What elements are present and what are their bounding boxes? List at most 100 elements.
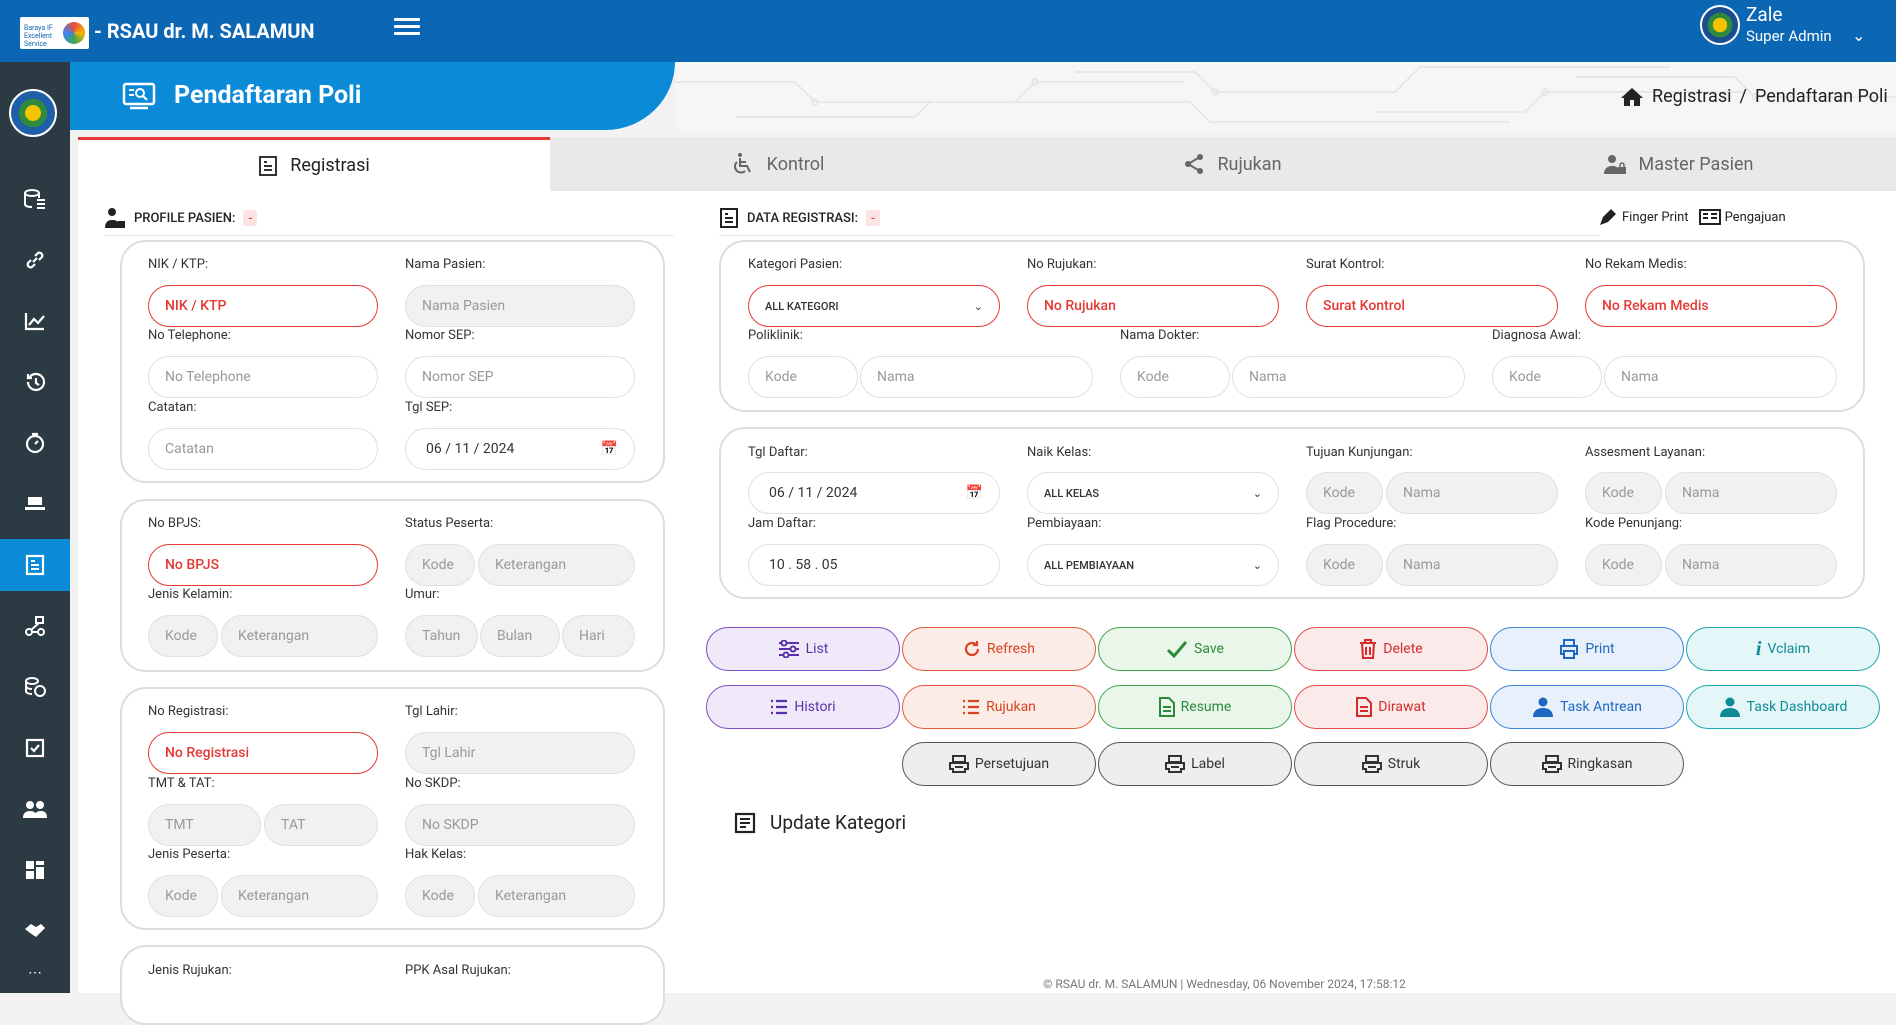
hk-kode-input[interactable]: Kode <box>405 875 475 917</box>
poli-kode-input[interactable]: Kode <box>748 356 858 398</box>
chevron-down-icon[interactable]: ⌄ <box>1852 26 1866 45</box>
assesment-nama-input[interactable]: Nama <box>1665 472 1837 514</box>
link-icon[interactable] <box>0 234 70 286</box>
user-name[interactable]: Zale <box>1746 3 1783 26</box>
logo-text: Baraya IF Excellent Service <box>24 24 53 48</box>
no-rujukan-input[interactable]: No Rujukan <box>1027 285 1279 327</box>
penunjang-kode-input[interactable]: Kode <box>1585 544 1662 586</box>
dokter-label: Nama Dokter: <box>1120 328 1200 343</box>
registration-icon[interactable] <box>0 539 70 591</box>
bed-icon[interactable] <box>0 478 70 530</box>
bpjs-input[interactable]: No BPJS <box>148 544 378 586</box>
pembiayaan-select[interactable]: ALL PEMBIAYAAN ⌄ <box>1027 544 1279 586</box>
noreg-input[interactable]: No Registrasi <box>148 732 378 774</box>
jp-kode-input[interactable]: Kode <box>148 875 218 917</box>
task-antrean-button[interactable]: Task Antrean <box>1490 685 1684 729</box>
flag-nama-input[interactable]: Nama <box>1386 544 1558 586</box>
diagnosa-kode-input[interactable]: Kode <box>1492 356 1602 398</box>
money-icon[interactable] <box>0 661 70 713</box>
finger-print-button[interactable]: Finger Print <box>1598 207 1689 227</box>
vclaim-button[interactable]: i Vclaim <box>1686 627 1880 671</box>
ringkasan-button[interactable]: Ringkasan <box>1490 742 1684 786</box>
printer-icon <box>1361 755 1382 773</box>
surat-kontrol-input[interactable]: Surat Kontrol <box>1306 285 1558 327</box>
print-button[interactable]: Print <box>1490 627 1684 671</box>
handshake-icon[interactable] <box>0 905 70 957</box>
tab-rujukan[interactable]: Rujukan <box>1005 137 1460 191</box>
assesment-kode-input[interactable]: Kode <box>1585 472 1662 514</box>
refresh-button[interactable]: Refresh <box>902 627 1096 671</box>
naik-kelas-select[interactable]: ALL KELAS ⌄ <box>1027 472 1279 514</box>
breadcrumb-registrasi[interactable]: Registrasi <box>1652 86 1732 107</box>
sep-input[interactable]: Nomor SEP <box>405 356 635 398</box>
umur-hari-input[interactable]: Hari <box>562 615 635 657</box>
user-lock-icon <box>105 208 125 228</box>
more-icon[interactable]: ⋯ <box>28 965 42 981</box>
label-button[interactable]: Label <box>1098 742 1292 786</box>
divider <box>104 235 674 236</box>
update-kategori[interactable]: Update Kategori <box>734 811 906 834</box>
jam-daftar-input[interactable]: 10 . 58 . 05 <box>748 544 1000 586</box>
resume-button[interactable]: Resume <box>1098 685 1292 729</box>
jk-keterangan-input[interactable]: Keterangan <box>221 615 378 657</box>
tujuan-nama-input[interactable]: Nama <box>1386 472 1558 514</box>
dokter-nama-input[interactable]: Nama <box>1232 356 1465 398</box>
list-button[interactable]: List <box>706 627 900 671</box>
tgl-sep-input[interactable]: 06 / 11 / 2024 📅 <box>405 428 635 470</box>
struk-button[interactable]: Struk <box>1294 742 1488 786</box>
database-icon[interactable] <box>0 173 70 225</box>
menu-toggle-icon[interactable] <box>394 18 420 40</box>
save-button[interactable]: Save <box>1098 627 1292 671</box>
nama-pasien-input[interactable]: Nama Pasien <box>405 285 635 327</box>
dirawat-button[interactable]: Dirawat <box>1294 685 1488 729</box>
print-label: Print <box>1585 641 1615 657</box>
dashboard-icon[interactable] <box>0 844 70 896</box>
status-keterangan-input[interactable]: Keterangan <box>478 544 635 586</box>
penunjang-nama-input[interactable]: Nama <box>1665 544 1837 586</box>
diagnosa-nama-input[interactable]: Nama <box>1604 356 1837 398</box>
tab-master-pasien[interactable]: Master Pasien <box>1460 137 1896 191</box>
delete-button[interactable]: Delete <box>1294 627 1488 671</box>
rekam-medis-input[interactable]: No Rekam Medis <box>1585 285 1837 327</box>
nik-input[interactable]: NIK / KTP <box>148 285 378 327</box>
rujukan-button[interactable]: Rujukan <box>902 685 1096 729</box>
telephone-input[interactable]: No Telephone <box>148 356 378 398</box>
timer-icon[interactable] <box>0 417 70 469</box>
calendar-icon[interactable]: 📅 <box>965 485 983 501</box>
finger-print-label: Finger Print <box>1622 209 1689 225</box>
flow-icon[interactable] <box>0 600 70 652</box>
umur-tahun-input[interactable]: Tahun <box>405 615 478 657</box>
calendar-icon[interactable]: 📅 <box>600 441 618 457</box>
task-dashboard-button[interactable]: Task Dashboard <box>1686 685 1880 729</box>
poli-nama-input[interactable]: Nama <box>860 356 1093 398</box>
users-icon[interactable] <box>0 783 70 835</box>
pengajuan-button[interactable]: Pengajuan <box>1698 207 1786 227</box>
tat-input[interactable]: TAT <box>264 804 378 846</box>
jp-keterangan-input[interactable]: Keterangan <box>221 875 378 917</box>
user-role[interactable]: Super Admin <box>1746 27 1832 45</box>
histori-button[interactable]: Histori <box>706 685 900 729</box>
skdp-input[interactable]: No SKDP <box>405 804 635 846</box>
history-icon[interactable] <box>0 356 70 408</box>
tgl-daftar-input[interactable]: 06 / 11 / 2024 📅 <box>748 472 1000 514</box>
chart-line-icon[interactable] <box>0 295 70 347</box>
tab-registrasi[interactable]: Registrasi <box>78 137 550 191</box>
tgl-lahir-input[interactable]: Tgl Lahir <box>405 732 635 774</box>
hk-keterangan-input[interactable]: Keterangan <box>478 875 635 917</box>
tab-kontrol[interactable]: Kontrol <box>550 137 1005 191</box>
tmt-input[interactable]: TMT <box>148 804 261 846</box>
home-icon[interactable] <box>1620 87 1644 107</box>
monitor-search-icon <box>122 82 156 110</box>
umur-bulan-input[interactable]: Bulan <box>480 615 560 657</box>
catatan-input[interactable]: Catatan <box>148 428 378 470</box>
breadcrumb-separator: / <box>1739 86 1747 107</box>
persetujuan-button[interactable]: Persetujuan <box>902 742 1096 786</box>
status-kode-input[interactable]: Kode <box>405 544 475 586</box>
flag-kode-input[interactable]: Kode <box>1306 544 1383 586</box>
kategori-select[interactable]: ALL KATEGORI ⌄ <box>748 285 1000 327</box>
tujuan-kode-input[interactable]: Kode <box>1306 472 1383 514</box>
user-avatar[interactable] <box>1700 5 1740 45</box>
dokter-kode-input[interactable]: Kode <box>1120 356 1230 398</box>
jk-kode-input[interactable]: Kode <box>148 615 218 657</box>
checkbox-icon[interactable] <box>0 722 70 774</box>
